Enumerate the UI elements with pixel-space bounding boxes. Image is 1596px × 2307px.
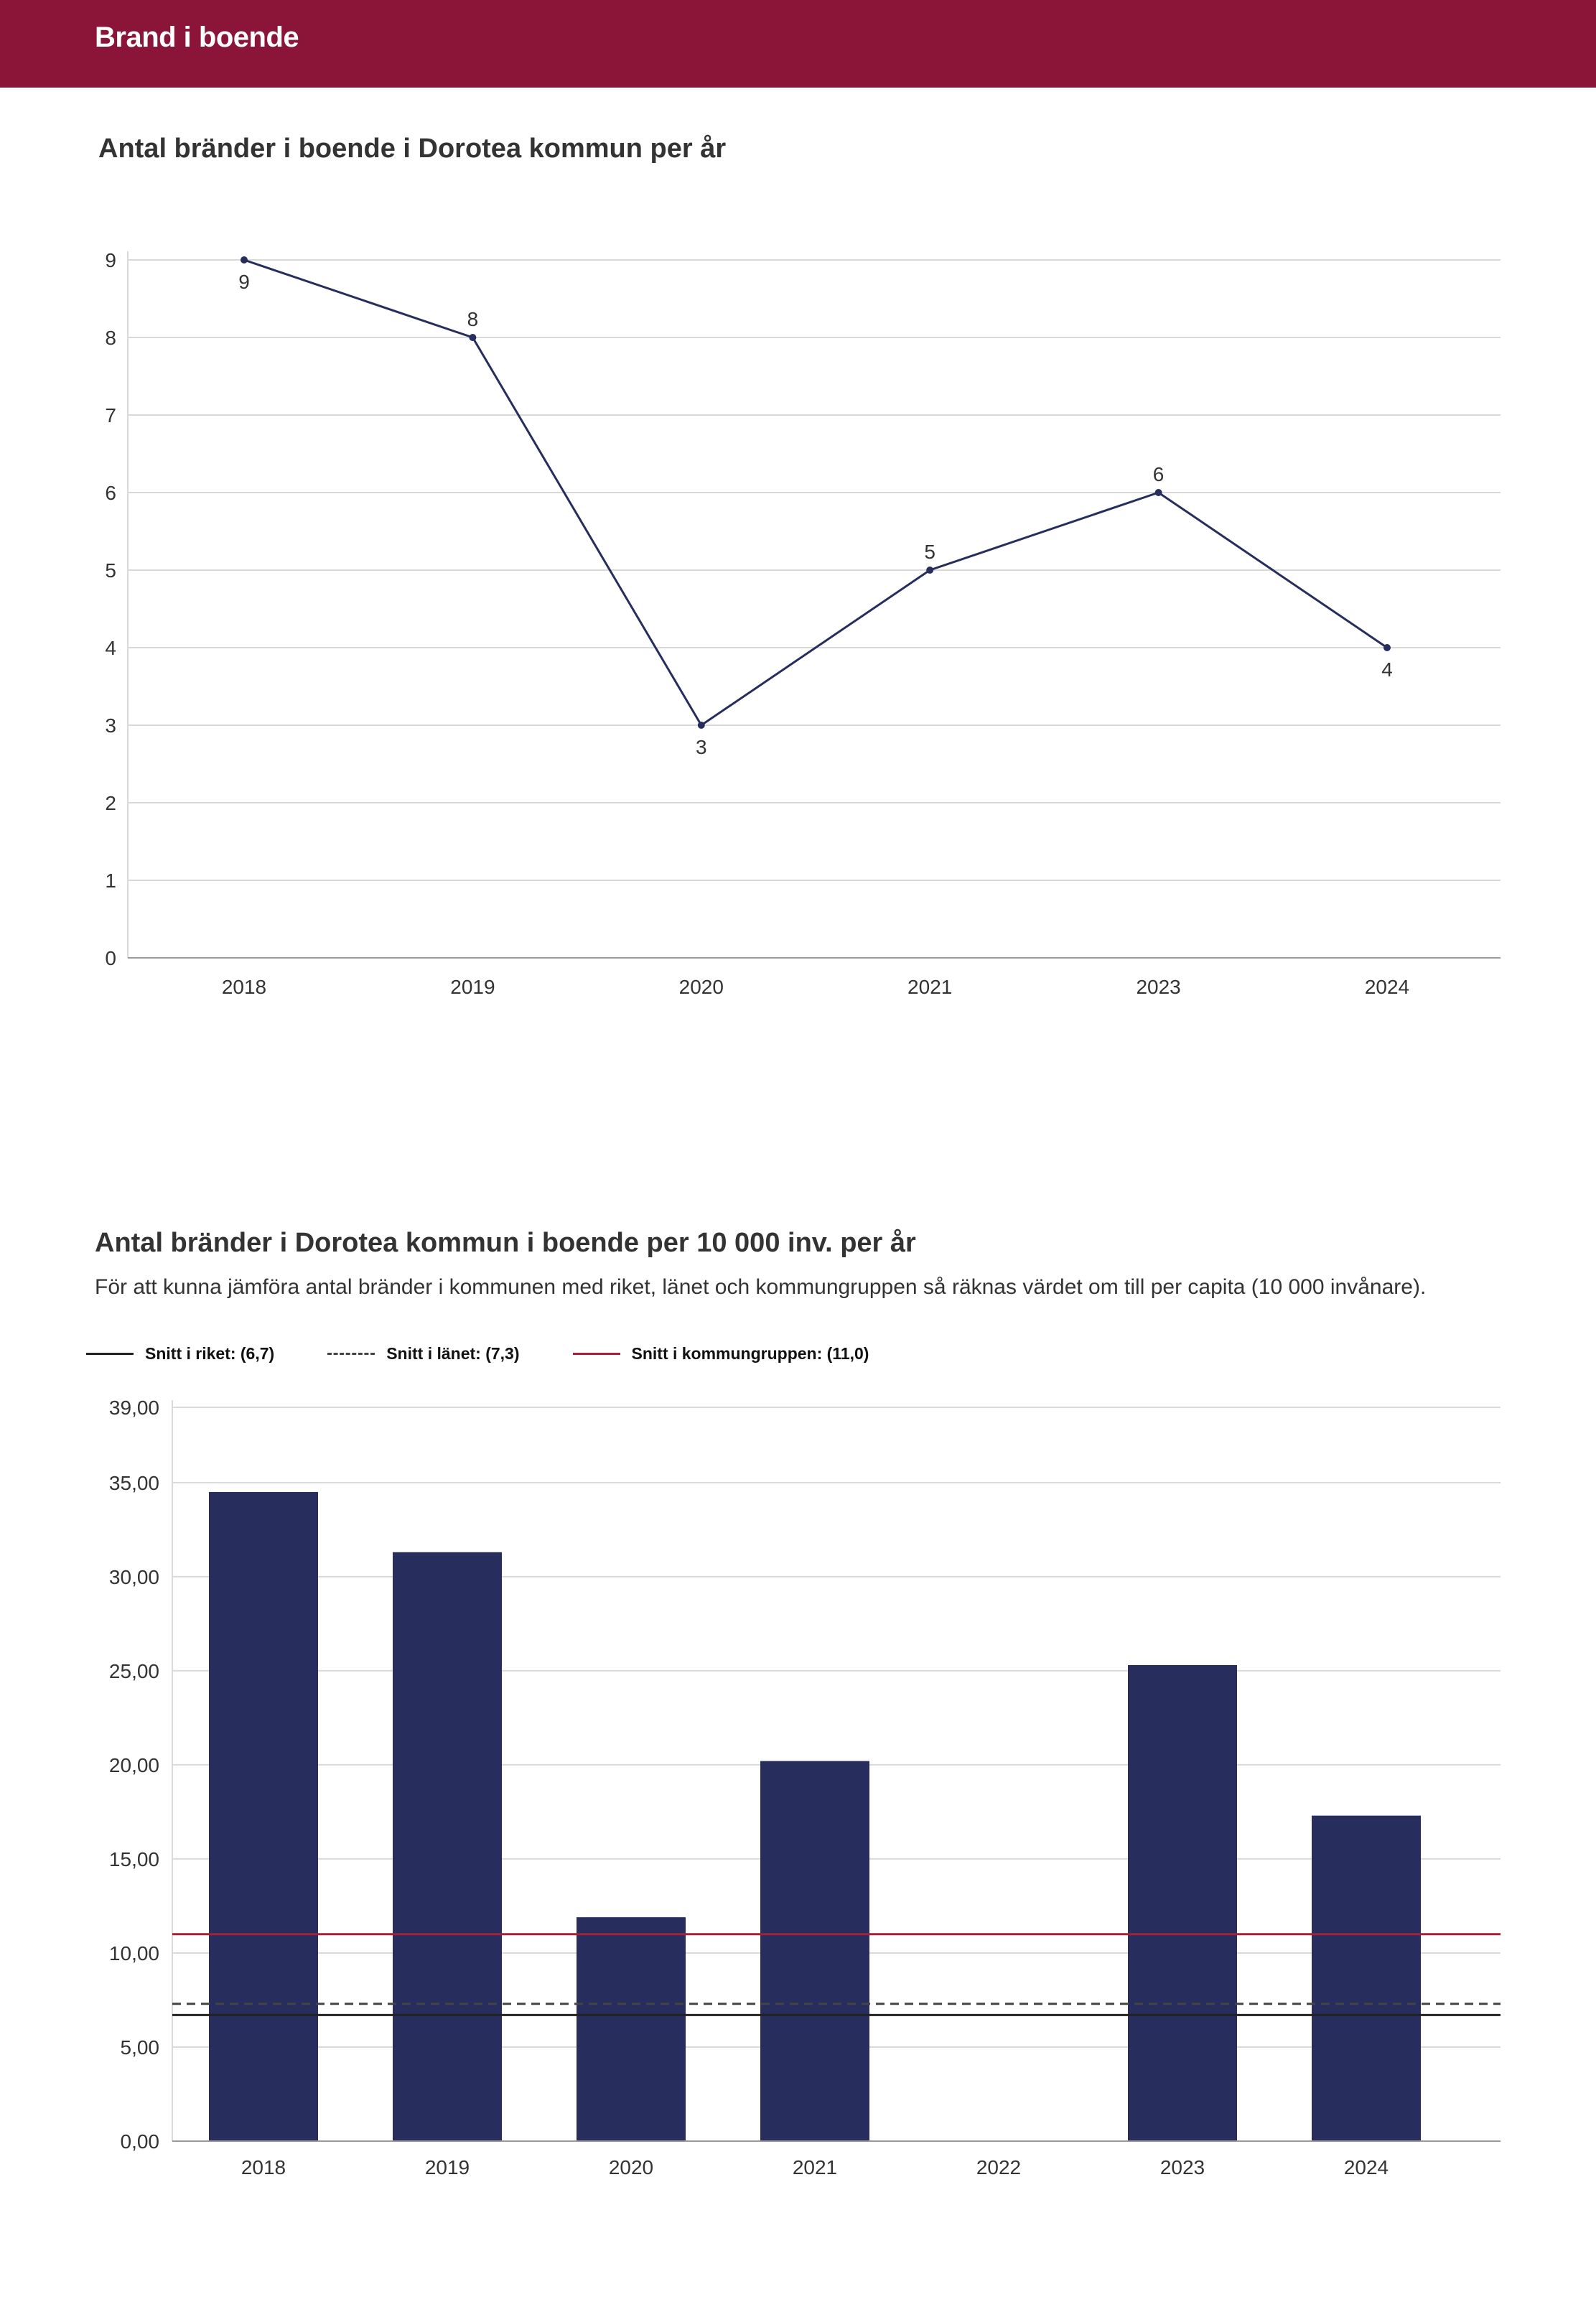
legend-label-kommungrupp: Snitt i kommungruppen: (11,0)	[631, 1343, 869, 1363]
bar	[393, 1552, 502, 2141]
legend-label-lanet: Snitt i länet: (7,3)	[386, 1343, 520, 1363]
bar	[760, 1761, 869, 2141]
x-tick-label: 2018	[241, 2156, 286, 2176]
bar	[577, 1917, 686, 2141]
legend-item-kommungrupp: Snitt i kommungruppen: (11,0)	[572, 1343, 869, 1364]
chart1-title: Antal bränder i boende i Dorotea kommun …	[98, 134, 727, 164]
line-chart: 0 1 2 3 4 5 6 7 8 9 2018 2019 2020 2021 2023 2024 9 8 3 5 6 4	[105, 249, 1501, 998]
y-tick-label: 3	[105, 714, 116, 737]
chart2-title: Antal bränder i Dorotea kommun i boende …	[95, 1228, 916, 1258]
data-point	[1154, 489, 1162, 496]
data-label: 9	[238, 271, 250, 293]
data-point	[241, 256, 248, 264]
y-tick-label: 8	[105, 327, 116, 349]
x-tick-label: 2021	[793, 2156, 837, 2176]
x-tick-label: 2019	[425, 2156, 470, 2176]
y-tick-label: 39,00	[109, 1397, 159, 1419]
data-label: 5	[924, 541, 935, 563]
legend-line-kommungrupp	[572, 1352, 620, 1355]
y-tick-label: 2	[105, 792, 116, 814]
data-label: 4	[1381, 658, 1393, 681]
x-tick-label: 2020	[609, 2156, 653, 2176]
data-label: 8	[467, 308, 479, 330]
y-tick-label: 30,00	[109, 1566, 159, 1588]
x-tick-label: 2018	[222, 976, 266, 998]
x-tick-label: 2020	[679, 976, 724, 998]
data-point	[697, 722, 705, 729]
page-header: Brand i boende	[0, 0, 1596, 88]
page-title: Brand i boende	[95, 22, 299, 53]
x-tick-label: 2021	[907, 976, 952, 998]
x-tick-label: 2024	[1344, 2156, 1389, 2176]
y-tick-label: 6	[105, 482, 116, 504]
data-label: 3	[696, 736, 707, 758]
legend-item-lanet: Snitt i länet: (7,3)	[327, 1343, 520, 1364]
data-point	[469, 334, 477, 341]
data-label: 6	[1153, 463, 1165, 485]
y-tick-label: 9	[105, 249, 116, 271]
legend-item-riket: Snitt i riket: (6,7)	[86, 1344, 274, 1364]
bar	[1312, 1815, 1421, 2141]
x-tick-label: 2019	[450, 976, 495, 998]
x-tick-label: 2023	[1160, 2156, 1205, 2176]
bar	[1128, 1665, 1237, 2141]
y-tick-label: 5,00	[121, 2036, 160, 2059]
x-tick-label: 2024	[1365, 976, 1409, 998]
x-tick-label: 2023	[1136, 976, 1180, 998]
y-tick-label: 35,00	[109, 1472, 159, 1494]
data-point	[926, 567, 934, 574]
y-tick-label: 0,00	[121, 2130, 160, 2153]
chart2-legend: Snitt i riket: (6,7) Snitt i länet: (7,3…	[86, 1343, 922, 1364]
series-line	[243, 258, 1388, 727]
y-tick-label: 25,00	[109, 1660, 159, 1682]
y-tick-label: 7	[105, 404, 116, 427]
y-tick-label: 15,00	[109, 1848, 159, 1870]
y-tick-label: 0	[105, 947, 116, 969]
legend-line-lanet	[327, 1352, 375, 1355]
legend-label-riket: Snitt i riket: (6,7)	[145, 1343, 275, 1363]
y-tick-label: 5	[105, 559, 116, 582]
bar-chart: 0,00 5,00 10,00 15,00 20,00 25,00 30,00 35,00 39…	[109, 1397, 1501, 2176]
y-tick-label: 4	[105, 637, 116, 659]
chart2-subtitle: För att kunna jämföra antal bränder i ko…	[95, 1275, 1427, 1299]
data-point	[1383, 644, 1391, 651]
y-tick-label: 20,00	[109, 1754, 159, 1776]
bar	[209, 1491, 318, 2141]
y-tick-label: 10,00	[109, 1942, 159, 1965]
y-tick-label: 1	[105, 870, 116, 892]
legend-line-riket	[86, 1352, 134, 1355]
x-tick-label: 2022	[976, 2156, 1021, 2176]
